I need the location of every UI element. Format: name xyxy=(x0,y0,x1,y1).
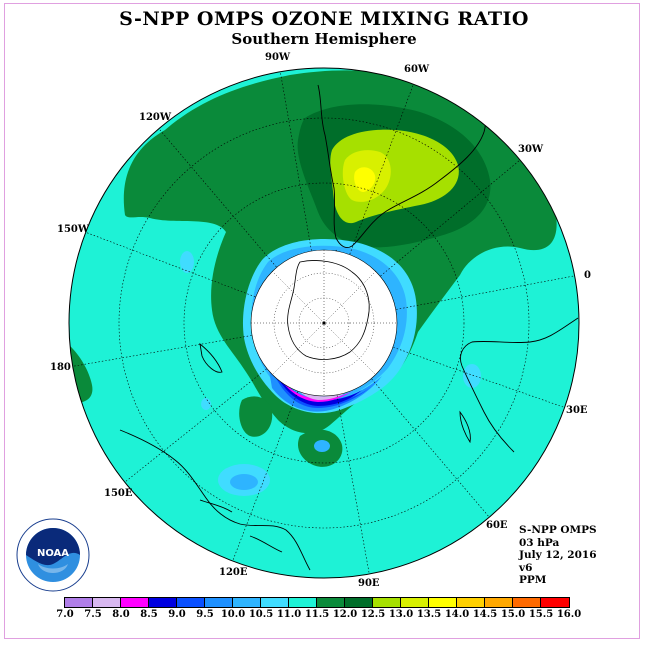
colorbar-swatch xyxy=(513,598,541,607)
noaa-logo-icon: NOAA xyxy=(16,518,90,592)
colorbar xyxy=(64,597,570,608)
colorbar-tick-label: 9.5 xyxy=(196,609,214,620)
ozone-spot-180 xyxy=(201,398,211,410)
colorbar-swatch xyxy=(121,598,149,607)
lon-label-30e: 30E xyxy=(566,405,588,416)
colorbar-tick-label: 15.0 xyxy=(500,609,526,620)
ozone-field-8-5 xyxy=(272,368,362,406)
colorbar-swatch xyxy=(373,598,401,607)
colorbar-swatch xyxy=(457,598,485,607)
info-panel: S-NPP OMPS 03 hPa July 12, 2016 v6 PPM xyxy=(519,524,597,587)
colorbar-tick-label: 13.5 xyxy=(416,609,442,620)
lon-label-120w: 120W xyxy=(139,112,172,123)
ozone-spot-120e xyxy=(314,440,330,452)
colorbar-tick-label: 15.5 xyxy=(528,609,554,620)
coastlines xyxy=(119,75,579,571)
antarctica-coast xyxy=(287,260,370,360)
colorbar-swatch xyxy=(401,598,429,607)
colorbar-tick-label: 8.5 xyxy=(140,609,158,620)
colorbar-tick-label: 14.0 xyxy=(444,609,470,620)
ozone-spot-150w xyxy=(180,251,194,273)
colorbar-tick-label: 9.0 xyxy=(168,609,186,620)
lon-label-150e: 150E xyxy=(104,488,133,499)
colorbar-swatch xyxy=(205,598,233,607)
colorbar-swatch xyxy=(93,598,121,607)
colorbar-swatch xyxy=(149,598,177,607)
indonesia-islands xyxy=(199,499,283,553)
date-label: July 12, 2016 xyxy=(519,549,597,561)
colorbar-tick-label: 14.5 xyxy=(472,609,498,620)
lon-label-150w: 150W xyxy=(57,224,90,235)
lon-label-0: 0 xyxy=(584,270,591,281)
colorbar-tick-label: 10.0 xyxy=(220,609,246,620)
colorbar-tick-label: 11.0 xyxy=(276,609,302,620)
south-pole-marker xyxy=(322,321,326,325)
colorbar-tick-label: 11.5 xyxy=(304,609,330,620)
instrument-label: S-NPP OMPS xyxy=(519,524,597,536)
colorbar-swatch xyxy=(289,598,317,607)
ozone-field-11-5-west xyxy=(69,340,93,403)
colorbar-tick-label: 7.0 xyxy=(56,609,74,620)
noaa-logo-text: NOAA xyxy=(37,548,69,559)
lon-label-30w: 30W xyxy=(518,144,544,155)
colorbar-tick-label: 10.5 xyxy=(248,609,274,620)
colorbar-swatch xyxy=(65,598,93,607)
lon-label-60e: 60E xyxy=(486,520,508,531)
ozone-field-8 xyxy=(278,375,354,402)
ozone-field-13-5 xyxy=(354,167,376,193)
ozone-spot-150e-inner xyxy=(230,474,258,490)
africa-coast xyxy=(460,317,579,453)
lon-label-90e: 90E xyxy=(358,578,380,589)
lon-label-120e: 120E xyxy=(219,567,248,578)
map-boundary xyxy=(68,67,580,579)
colorbar-swatch xyxy=(345,598,373,607)
colorbar-swatch xyxy=(317,598,345,607)
plot-frame xyxy=(4,3,640,639)
colorbar-tick-label: 16.0 xyxy=(556,609,582,620)
ozone-field-11-5-patch xyxy=(239,396,273,437)
version-label: v6 xyxy=(519,561,533,574)
latitude-circle-outer xyxy=(118,117,530,529)
colorbar-swatch xyxy=(177,598,205,607)
map-title: S-NPP OMPS OZONE MIXING RATIO xyxy=(119,8,529,30)
ozone-field-7-5 xyxy=(296,388,348,400)
australia-coast xyxy=(119,429,311,571)
lon-label-180: 180 xyxy=(50,362,71,373)
lon-label-60w: 60W xyxy=(404,64,430,75)
lon-label-90w: 90W xyxy=(265,52,291,63)
colorbar-tick-label: 13.0 xyxy=(388,609,414,620)
madagascar xyxy=(459,410,471,444)
new-zealand xyxy=(199,342,223,373)
colorbar-tick-label: 12.0 xyxy=(332,609,358,620)
meridian-150e xyxy=(114,322,325,491)
colorbar-tick-label: 8.0 xyxy=(112,609,130,620)
colorbar-ticks: 7.0 7.5 8.0 8.5 9.0 9.5 10.0 10.5 11.0 11.5 12.0 12… xyxy=(0,609,648,621)
ozone-spot-30e xyxy=(463,364,481,388)
colorbar-swatch xyxy=(261,598,289,607)
colorbar-swatch xyxy=(233,598,261,607)
colorbar-tick-label: 12.5 xyxy=(360,609,386,620)
pressure-level: 03 hPa xyxy=(519,536,560,549)
colorbar-swatch xyxy=(541,598,569,607)
map-subtitle: Southern Hemisphere xyxy=(231,30,417,48)
colorbar-tick-label: 7.5 xyxy=(84,609,102,620)
units-label: PPM xyxy=(519,574,547,586)
colorbar-swatch xyxy=(429,598,457,607)
latitude-circle-mid xyxy=(183,182,465,464)
colorbar-swatch xyxy=(485,598,513,607)
